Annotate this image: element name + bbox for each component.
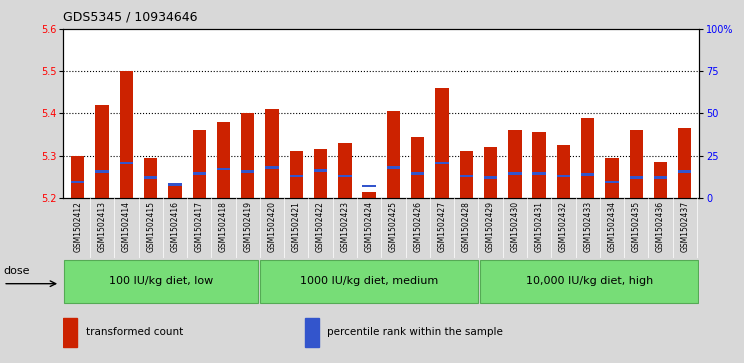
Text: GSM1502436: GSM1502436 (656, 201, 665, 252)
Bar (168, 183, 182, 198)
Text: 1000 IU/kg diet, medium: 1000 IU/kg diet, medium (300, 276, 438, 286)
Bar (411, 136, 424, 198)
Text: GSM1502413: GSM1502413 (97, 201, 106, 252)
Bar (339, 143, 352, 198)
Bar (362, 192, 376, 198)
Text: GSM1502432: GSM1502432 (559, 201, 568, 252)
Bar (193, 172, 206, 175)
Bar (217, 122, 230, 198)
Bar (289, 175, 303, 177)
Text: GSM1502423: GSM1502423 (341, 201, 350, 252)
Bar (484, 147, 497, 198)
Bar (95, 170, 109, 173)
Bar (606, 180, 618, 183)
Text: GSM1502429: GSM1502429 (486, 201, 495, 252)
Bar (581, 118, 594, 198)
Bar (339, 175, 352, 177)
Bar (63, 318, 77, 347)
Bar (289, 151, 303, 198)
Text: GSM1502431: GSM1502431 (535, 201, 544, 252)
Bar (314, 149, 327, 198)
Bar (484, 176, 497, 179)
Bar (362, 185, 376, 187)
FancyBboxPatch shape (481, 260, 698, 302)
Text: GSM1502416: GSM1502416 (170, 201, 179, 252)
Bar (629, 130, 643, 198)
Text: GSM1502434: GSM1502434 (607, 201, 617, 252)
Bar (266, 109, 279, 198)
Bar (95, 105, 109, 198)
Text: 10,000 IU/kg diet, high: 10,000 IU/kg diet, high (526, 276, 653, 286)
Bar (144, 176, 157, 179)
Bar (606, 158, 618, 198)
Bar (71, 156, 85, 198)
Text: GSM1502420: GSM1502420 (268, 201, 277, 252)
Bar (460, 175, 473, 177)
Text: transformed count: transformed count (86, 327, 183, 337)
Text: GSM1502422: GSM1502422 (316, 201, 325, 252)
Text: GSM1502428: GSM1502428 (462, 201, 471, 252)
Bar (193, 130, 206, 198)
Bar (71, 180, 85, 183)
Text: GSM1502425: GSM1502425 (389, 201, 398, 252)
Text: GSM1502430: GSM1502430 (510, 201, 519, 252)
Bar (144, 158, 157, 198)
Bar (387, 111, 400, 198)
Bar (241, 170, 254, 173)
Text: GSM1502424: GSM1502424 (365, 201, 373, 252)
Bar (678, 170, 691, 173)
Text: percentile rank within the sample: percentile rank within the sample (327, 327, 503, 337)
Bar (411, 172, 424, 175)
Text: GSM1502433: GSM1502433 (583, 201, 592, 252)
Bar (654, 176, 667, 179)
Bar (557, 145, 570, 198)
Bar (678, 128, 691, 198)
Text: 100 IU/kg diet, low: 100 IU/kg diet, low (109, 276, 214, 286)
Text: GSM1502415: GSM1502415 (146, 201, 155, 252)
Bar (168, 183, 182, 185)
Bar (387, 166, 400, 169)
Text: GSM1502435: GSM1502435 (632, 201, 641, 252)
Text: GSM1502419: GSM1502419 (243, 201, 252, 252)
Text: GSM1502421: GSM1502421 (292, 201, 301, 252)
Text: dose: dose (3, 266, 30, 276)
Bar (581, 174, 594, 176)
Bar (120, 71, 133, 198)
Bar (241, 113, 254, 198)
Bar (120, 162, 133, 164)
Bar (508, 130, 522, 198)
Bar (435, 162, 449, 164)
Bar (508, 172, 522, 175)
Bar (533, 132, 546, 198)
Bar (314, 169, 327, 172)
Bar (654, 162, 667, 198)
Text: GDS5345 / 10934646: GDS5345 / 10934646 (63, 11, 198, 24)
FancyBboxPatch shape (260, 260, 478, 302)
Text: GSM1502414: GSM1502414 (122, 201, 131, 252)
Text: GSM1502426: GSM1502426 (413, 201, 422, 252)
Text: GSM1502418: GSM1502418 (219, 201, 228, 252)
Bar (460, 151, 473, 198)
Text: GSM1502427: GSM1502427 (437, 201, 446, 252)
Bar (435, 88, 449, 198)
Text: GSM1502417: GSM1502417 (195, 201, 204, 252)
Bar (629, 176, 643, 179)
FancyBboxPatch shape (65, 260, 257, 302)
Bar (305, 318, 319, 347)
Bar (557, 175, 570, 177)
Bar (217, 168, 230, 170)
Bar (533, 172, 546, 175)
Bar (266, 166, 279, 169)
Text: GSM1502437: GSM1502437 (680, 201, 689, 252)
Text: GSM1502412: GSM1502412 (74, 201, 83, 252)
